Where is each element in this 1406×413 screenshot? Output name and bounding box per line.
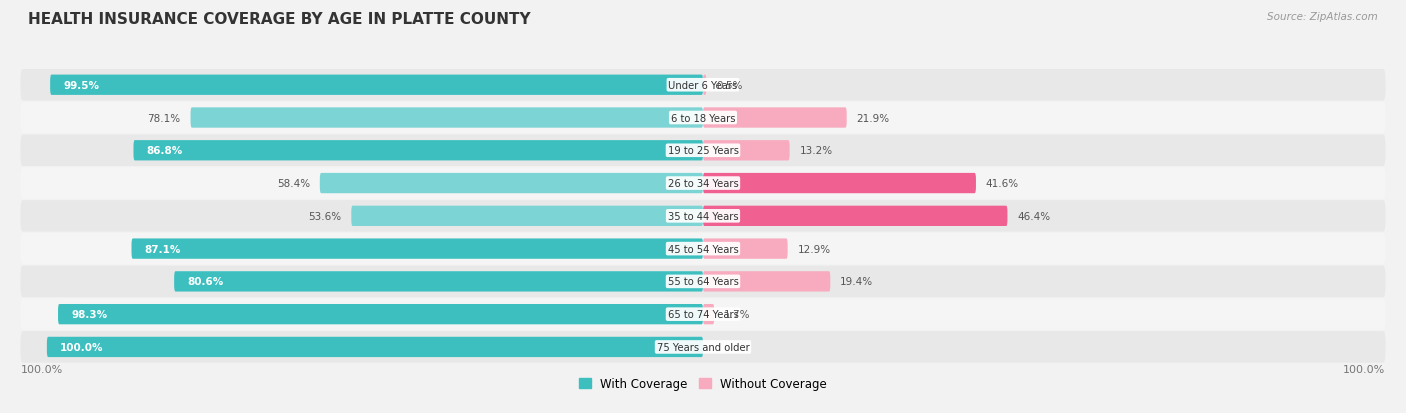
FancyBboxPatch shape	[21, 201, 1385, 232]
Text: 86.8%: 86.8%	[146, 146, 183, 156]
Text: 100.0%: 100.0%	[60, 342, 104, 352]
FancyBboxPatch shape	[21, 299, 1385, 330]
FancyBboxPatch shape	[21, 135, 1385, 166]
FancyBboxPatch shape	[46, 337, 703, 357]
Text: Under 6 Years: Under 6 Years	[668, 81, 738, 90]
Text: 13.2%: 13.2%	[800, 146, 832, 156]
FancyBboxPatch shape	[21, 266, 1385, 297]
Text: 65 to 74 Years: 65 to 74 Years	[668, 309, 738, 319]
FancyBboxPatch shape	[191, 108, 703, 128]
Text: 19 to 25 Years: 19 to 25 Years	[668, 146, 738, 156]
FancyBboxPatch shape	[703, 108, 846, 128]
FancyBboxPatch shape	[21, 168, 1385, 199]
Text: 99.5%: 99.5%	[63, 81, 100, 90]
FancyBboxPatch shape	[319, 173, 703, 194]
Text: 55 to 64 Years: 55 to 64 Years	[668, 277, 738, 287]
Text: 19.4%: 19.4%	[841, 277, 873, 287]
Text: 100.0%: 100.0%	[21, 364, 63, 374]
FancyBboxPatch shape	[21, 102, 1385, 134]
Text: 41.6%: 41.6%	[986, 179, 1019, 189]
Text: 100.0%: 100.0%	[1343, 364, 1385, 374]
Text: 78.1%: 78.1%	[148, 113, 181, 123]
Text: 75 Years and older: 75 Years and older	[657, 342, 749, 352]
Legend: With Coverage, Without Coverage: With Coverage, Without Coverage	[574, 373, 832, 395]
Text: 21.9%: 21.9%	[856, 113, 890, 123]
Text: 98.3%: 98.3%	[72, 309, 107, 319]
FancyBboxPatch shape	[703, 173, 976, 194]
Text: 80.6%: 80.6%	[187, 277, 224, 287]
FancyBboxPatch shape	[703, 272, 831, 292]
Text: 26 to 34 Years: 26 to 34 Years	[668, 179, 738, 189]
FancyBboxPatch shape	[58, 304, 703, 325]
FancyBboxPatch shape	[703, 141, 790, 161]
FancyBboxPatch shape	[21, 233, 1385, 265]
Text: 87.1%: 87.1%	[145, 244, 181, 254]
Text: 58.4%: 58.4%	[277, 179, 309, 189]
Text: 53.6%: 53.6%	[308, 211, 342, 221]
FancyBboxPatch shape	[703, 239, 787, 259]
Text: 46.4%: 46.4%	[1018, 211, 1050, 221]
Text: Source: ZipAtlas.com: Source: ZipAtlas.com	[1267, 12, 1378, 22]
FancyBboxPatch shape	[703, 76, 706, 96]
FancyBboxPatch shape	[132, 239, 703, 259]
FancyBboxPatch shape	[21, 70, 1385, 101]
Text: 35 to 44 Years: 35 to 44 Years	[668, 211, 738, 221]
FancyBboxPatch shape	[134, 141, 703, 161]
Text: 12.9%: 12.9%	[797, 244, 831, 254]
Text: 0.5%: 0.5%	[716, 81, 742, 90]
FancyBboxPatch shape	[21, 331, 1385, 363]
FancyBboxPatch shape	[352, 206, 703, 226]
FancyBboxPatch shape	[703, 304, 714, 325]
FancyBboxPatch shape	[703, 206, 1008, 226]
Text: 6 to 18 Years: 6 to 18 Years	[671, 113, 735, 123]
Text: HEALTH INSURANCE COVERAGE BY AGE IN PLATTE COUNTY: HEALTH INSURANCE COVERAGE BY AGE IN PLAT…	[28, 12, 530, 27]
Text: 1.7%: 1.7%	[724, 309, 751, 319]
FancyBboxPatch shape	[51, 76, 703, 96]
Text: 45 to 54 Years: 45 to 54 Years	[668, 244, 738, 254]
FancyBboxPatch shape	[174, 272, 703, 292]
